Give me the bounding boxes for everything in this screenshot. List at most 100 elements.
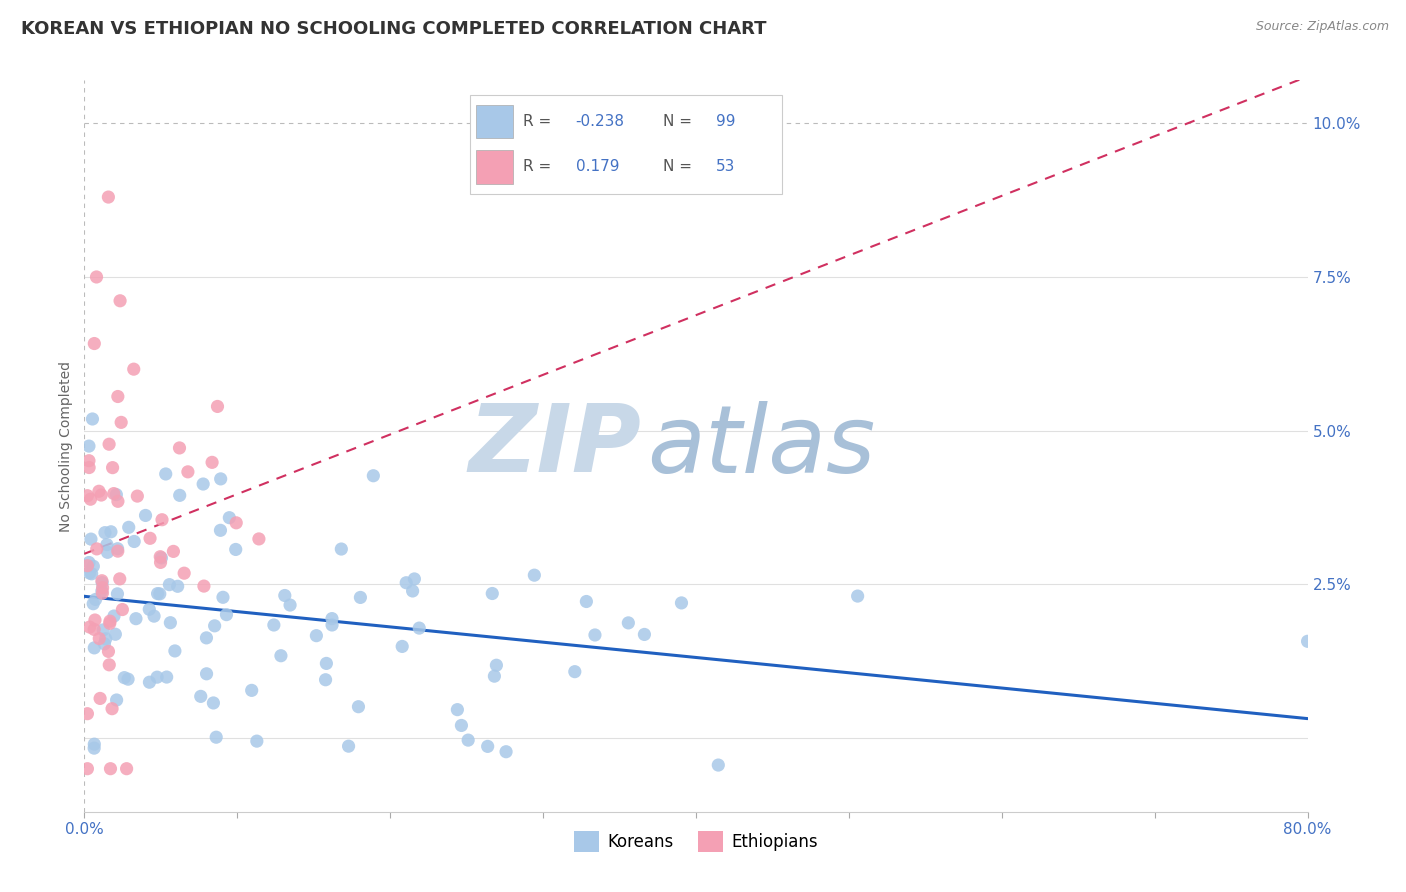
Text: atlas: atlas — [647, 401, 876, 491]
Point — [330, 542, 353, 557]
Point — [485, 658, 508, 673]
Point — [263, 618, 285, 632]
Point — [94, 525, 117, 540]
Point — [76, 706, 98, 721]
Point — [84, 592, 107, 607]
Point — [337, 739, 360, 754]
Point — [86, 541, 108, 556]
Point — [107, 541, 129, 556]
Point — [103, 609, 125, 624]
Point — [125, 612, 148, 626]
Point — [157, 577, 180, 591]
Point — [139, 531, 162, 545]
Point — [87, 484, 110, 499]
Point — [122, 534, 145, 549]
Point — [707, 758, 730, 772]
Point — [146, 670, 169, 684]
Point — [101, 702, 124, 716]
Point — [149, 587, 172, 601]
Point — [457, 733, 479, 747]
Point — [363, 468, 385, 483]
Point — [484, 669, 506, 683]
Point — [633, 627, 655, 641]
Legend: Koreans, Ethiopians: Koreans, Ethiopians — [567, 824, 825, 858]
Point — [98, 614, 121, 628]
Point — [76, 489, 98, 503]
Point — [195, 666, 218, 681]
Point — [84, 613, 107, 627]
Point — [80, 532, 103, 546]
Point — [169, 488, 191, 502]
Point — [225, 516, 247, 530]
Point — [278, 598, 301, 612]
Point — [90, 583, 112, 598]
Point — [247, 532, 270, 546]
Point — [82, 412, 104, 426]
Point — [163, 644, 186, 658]
Point — [583, 628, 606, 642]
Point — [146, 586, 169, 600]
Point — [135, 508, 157, 523]
Point — [79, 492, 101, 507]
Point — [115, 762, 138, 776]
Point — [446, 703, 468, 717]
Point — [617, 615, 640, 630]
Point — [111, 602, 134, 616]
Point — [240, 683, 263, 698]
Point — [495, 745, 517, 759]
Point — [103, 486, 125, 500]
Point — [82, 597, 104, 611]
Point — [162, 544, 184, 558]
Point — [401, 584, 423, 599]
Point — [347, 699, 370, 714]
Point — [671, 596, 693, 610]
Point — [108, 572, 131, 586]
Point — [77, 439, 100, 453]
Point — [86, 270, 108, 285]
Point — [204, 619, 226, 633]
Point — [91, 623, 114, 637]
Point — [207, 400, 229, 414]
Point — [564, 665, 586, 679]
Point — [202, 696, 225, 710]
Point — [100, 762, 122, 776]
Point — [195, 631, 218, 645]
Point — [205, 730, 228, 744]
Point — [274, 589, 297, 603]
Point — [94, 632, 117, 646]
Point — [404, 572, 426, 586]
Point — [193, 579, 215, 593]
Point — [127, 489, 149, 503]
Point — [83, 623, 105, 637]
Point — [156, 670, 179, 684]
Point — [80, 566, 103, 581]
Point — [110, 416, 132, 430]
Point — [83, 737, 105, 751]
Point — [321, 612, 343, 626]
Point — [79, 620, 101, 634]
Point — [315, 673, 337, 687]
Point — [108, 293, 131, 308]
Point — [321, 618, 343, 632]
Point — [101, 460, 124, 475]
Point — [90, 574, 112, 588]
Point — [575, 594, 598, 608]
Point — [97, 190, 120, 204]
Point — [395, 575, 418, 590]
Point — [93, 637, 115, 651]
Point — [107, 390, 129, 404]
Point — [91, 586, 114, 600]
Point — [270, 648, 292, 663]
Point — [82, 559, 104, 574]
Point — [215, 607, 238, 622]
Point — [1296, 634, 1319, 648]
Point — [218, 510, 240, 524]
Point — [450, 718, 472, 732]
Point — [477, 739, 499, 754]
Point — [177, 465, 200, 479]
Point — [149, 549, 172, 564]
Point — [391, 640, 413, 654]
Text: ZIP: ZIP — [468, 400, 641, 492]
Point — [166, 579, 188, 593]
Point — [83, 741, 105, 756]
